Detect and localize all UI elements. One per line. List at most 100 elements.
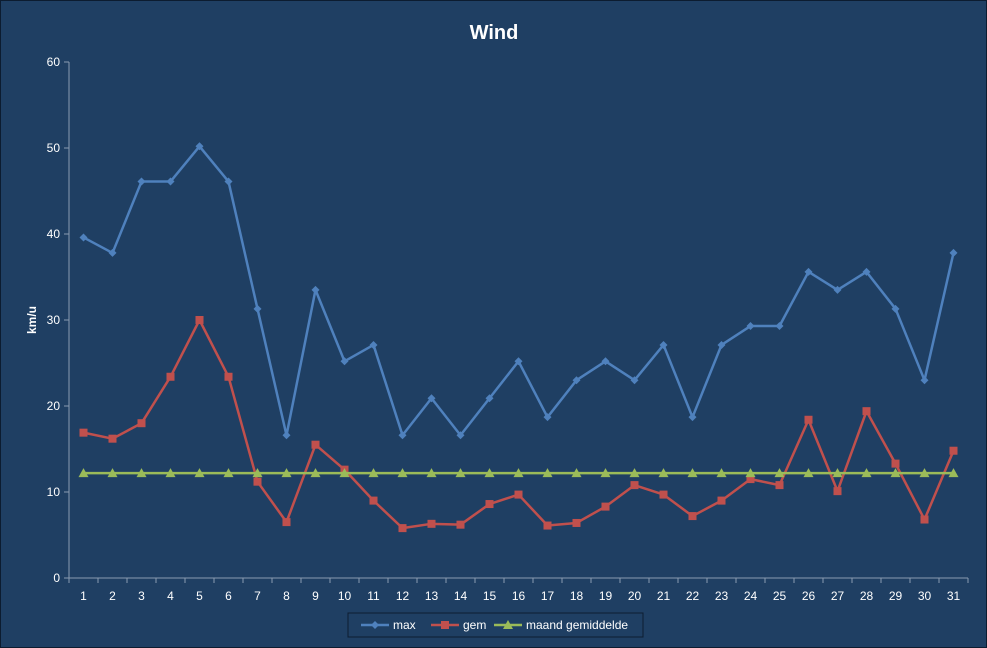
data-point-maand-gemiddelde [774,468,785,478]
series-max [79,142,958,440]
data-point-maand-gemiddelde [745,468,756,478]
data-point-gem [195,316,204,324]
x-tick-label: 7 [254,589,261,603]
x-tick-label: 25 [773,589,787,603]
y-tick-label: 10 [47,485,61,499]
data-point-max [775,322,784,331]
data-point-maand-gemiddelde [513,468,524,478]
data-point-max [862,267,871,276]
legend-label: maand gemiddelde [526,618,628,632]
data-point-maand-gemiddelde [194,468,205,478]
data-point-maand-gemiddelde [397,468,408,478]
data-point-max [920,376,929,385]
x-tick-label: 18 [570,589,584,603]
data-point-max [891,304,900,313]
data-point-max [572,376,581,385]
data-point-maand-gemiddelde [803,468,814,478]
data-point-max [746,322,755,331]
legend-item-maand-gemiddelde: maand gemiddelde [494,618,628,632]
data-point-maand-gemiddelde [455,468,466,478]
data-point-maand-gemiddelde [339,468,350,478]
data-point-gem [166,372,175,381]
data-point-maand-gemiddelde [629,468,640,478]
data-point-gem [485,500,494,509]
data-point-max [340,357,349,366]
data-point-gem [688,512,697,521]
data-point-gem [543,521,552,530]
data-point-max [630,376,639,385]
y-ticks: 0 10 20 30 40 50 60 [47,55,69,585]
data-point-gem [862,407,871,416]
data-point-maand-gemiddelde [165,468,176,478]
data-point-maand-gemiddelde [78,468,89,478]
data-point-max [311,285,320,294]
data-point-gem [804,415,813,424]
x-tick-label: 8 [283,589,290,603]
data-point-maand-gemiddelde [571,468,582,478]
data-point-maand-gemiddelde [600,468,611,478]
data-point-max [195,142,204,151]
x-tick-label: 31 [947,589,961,603]
data-point-max [224,177,233,186]
x-tick-label: 20 [628,589,642,603]
data-point-gem [630,481,639,490]
data-point-gem [514,490,523,499]
data-point-maand-gemiddelde [368,468,379,478]
data-point-gem [253,477,262,486]
data-point-max [427,394,436,403]
data-point-gem [601,502,610,511]
data-point-gem [659,490,668,499]
data-point-maand-gemiddelde [426,468,437,478]
x-tick-label: 23 [715,589,729,603]
data-point-max [833,285,842,294]
x-tick-label: 5 [196,589,203,603]
data-point-gem [137,419,146,428]
legend-label: max [393,618,416,632]
y-axis-label: km/u [25,306,39,334]
legend: max gem maand gemiddelde [347,612,644,638]
data-point-maand-gemiddelde [310,468,321,478]
x-tick-label: 15 [483,589,497,603]
data-point-gem [369,496,378,505]
data-point-gem [746,475,755,484]
data-point-maand-gemiddelde [223,468,234,478]
data-point-maand-gemiddelde [890,468,901,478]
x-tick-label: 26 [802,589,816,603]
legend-items: max gem maand gemiddelde [361,618,628,632]
data-point-maand-gemiddelde [948,468,959,478]
legend-marker [371,621,379,629]
series-gem [79,316,958,533]
legend-marker [503,620,513,629]
y-tick-label: 40 [47,227,61,241]
data-point-max [543,413,552,422]
data-point-gem [456,520,465,529]
x-tick-label: 16 [512,589,526,603]
data-point-max [166,177,175,186]
data-point-maand-gemiddelde [542,468,553,478]
series-layer [78,142,959,533]
data-point-max [456,431,465,440]
data-point-max [688,413,697,422]
x-tick-label: 4 [167,589,174,603]
data-point-gem [224,372,233,381]
data-point-max [79,233,88,242]
data-point-max [398,431,407,440]
legend-item-max: max [361,618,416,632]
data-point-gem [311,440,320,449]
x-tick-label: 13 [425,589,439,603]
x-tick-label: 2 [109,589,116,603]
data-point-maand-gemiddelde [252,468,263,478]
x-tick-label: 19 [599,589,613,603]
data-point-maand-gemiddelde [136,468,147,478]
x-tick-label: 17 [541,589,555,603]
data-point-gem [79,428,88,437]
data-point-gem [572,518,581,527]
y-tick-label: 50 [47,141,61,155]
data-point-maand-gemiddelde [484,468,495,478]
data-point-gem [717,496,726,505]
x-tick-label: 1 [80,589,87,603]
series-maand-gemiddelde [78,468,959,478]
data-point-max [253,304,262,313]
series-line-max [82,145,955,437]
